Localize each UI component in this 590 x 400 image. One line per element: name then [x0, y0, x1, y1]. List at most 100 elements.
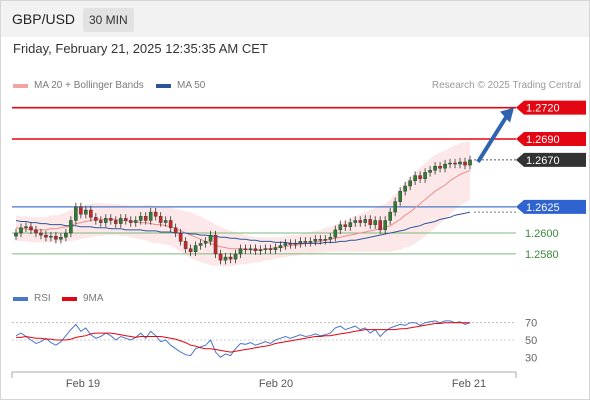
- candle-body: [218, 253, 223, 261]
- candle-body: [438, 165, 442, 169]
- candle-body: [358, 220, 363, 223]
- level-tags: 1.2720 1.2690 1.2670 1.2625 1.2600 1.2580: [476, 100, 586, 261]
- resistance-tag-1.2720: [516, 100, 586, 115]
- candle-body: [19, 227, 23, 234]
- ma50-swatch: [156, 83, 171, 88]
- candle-body: [293, 243, 298, 245]
- candle-body: [363, 219, 368, 223]
- candle-body: [128, 220, 133, 223]
- candle-body: [423, 172, 427, 179]
- candle-body: [59, 236, 63, 240]
- candle-body: [223, 256, 228, 261]
- pivot-label: 1.2625: [526, 202, 560, 214]
- candle-body: [148, 211, 153, 221]
- rsi-line: [15, 320, 471, 358]
- candle-body: [74, 206, 78, 221]
- candle-body: [268, 248, 273, 250]
- candle-body: [313, 239, 318, 242]
- legend-ma50-label: MA 50: [177, 80, 206, 91]
- timeframe-button[interactable]: 30 MIN: [83, 8, 134, 32]
- candles: [14, 155, 472, 265]
- forecast-arrowhead: [500, 107, 514, 123]
- candle-body: [228, 256, 233, 260]
- candle-body: [458, 161, 462, 165]
- rsi-ma-swatch: [62, 296, 77, 301]
- candle-body: [233, 253, 238, 260]
- candle-body: [153, 211, 158, 217]
- rsi-swatch: [13, 296, 28, 301]
- candle-body: [418, 175, 422, 179]
- candle-body: [398, 191, 402, 202]
- candle-body: [298, 241, 303, 244]
- rsi-tick-label: 30: [525, 352, 537, 364]
- bollinger-bands: [16, 141, 470, 267]
- candle-body: [383, 220, 387, 231]
- legend-ma50: MA 50: [156, 80, 205, 91]
- x-axis: Feb 19 Feb 20 Feb 21: [11, 371, 517, 390]
- legend-rsi: RSI: [13, 293, 51, 304]
- candle-body: [258, 249, 263, 251]
- candle-body: [94, 217, 98, 221]
- candle-body: [338, 224, 343, 231]
- candle-body: [448, 162, 452, 165]
- candle-body: [373, 220, 378, 225]
- ma20-swatch: [13, 83, 28, 88]
- rsi-tick-label: 50: [525, 335, 537, 347]
- candle-body: [453, 162, 457, 165]
- resistance-label: 1.2720: [526, 103, 560, 115]
- candle-body: [388, 211, 392, 221]
- pivot-tag: [516, 199, 586, 214]
- legend-rsi-ma-label: 9MA: [83, 293, 104, 304]
- ma50-line: [15, 211, 471, 244]
- candle-body: [39, 232, 43, 236]
- candle-body: [84, 209, 88, 215]
- candle-body: [288, 243, 293, 245]
- candle-body: [198, 243, 203, 246]
- candle-body: [108, 218, 113, 221]
- candle-body: [34, 229, 38, 234]
- candle-body: [278, 245, 283, 248]
- candle-body: [433, 165, 437, 171]
- candle-body: [323, 239, 328, 241]
- support-label: 1.2580: [525, 249, 559, 261]
- candle-body: [208, 234, 213, 242]
- candle-body: [44, 234, 48, 238]
- candle-body: [29, 226, 33, 231]
- x-tick-label: Feb 20: [259, 378, 293, 390]
- candle-body: [178, 232, 183, 242]
- current-price-tag: [516, 152, 586, 167]
- candle-body: [183, 241, 188, 249]
- candle-body: [443, 163, 447, 169]
- candle-body: [24, 226, 28, 228]
- candle-body: [348, 222, 353, 227]
- candle-body: [353, 220, 358, 223]
- credit-text: Research © 2025 Trading Central: [431, 80, 581, 91]
- candle-body: [328, 236, 333, 240]
- moving-averages: [15, 169, 471, 251]
- candle-body: [203, 241, 208, 244]
- candle-body: [468, 159, 472, 166]
- candle-body: [104, 218, 108, 223]
- candle-body: [248, 248, 253, 250]
- candle-body: [54, 235, 58, 240]
- candle-body: [118, 218, 123, 224]
- x-tick-label: Feb 19: [66, 378, 100, 390]
- candle-body: [69, 220, 73, 234]
- legend-ma20-label: MA 20 + Bollinger Bands: [34, 80, 144, 91]
- candle-body: [143, 216, 148, 221]
- candle-body: [133, 220, 138, 223]
- candle-body: [49, 235, 53, 238]
- legend-ma20: MA 20 + Bollinger Bands: [13, 80, 144, 91]
- candle-body: [393, 201, 397, 213]
- candle-body: [368, 219, 373, 225]
- candle-body: [64, 232, 68, 238]
- candle-body: [333, 229, 338, 238]
- support-label: 1.2600: [525, 228, 559, 240]
- legend-rsi-label: RSI: [34, 293, 51, 304]
- candle-body: [193, 245, 198, 253]
- candle-body: [318, 239, 323, 241]
- candle-body: [188, 248, 193, 253]
- candle-body: [303, 241, 308, 243]
- legend-rsi-ma: 9MA: [62, 293, 104, 304]
